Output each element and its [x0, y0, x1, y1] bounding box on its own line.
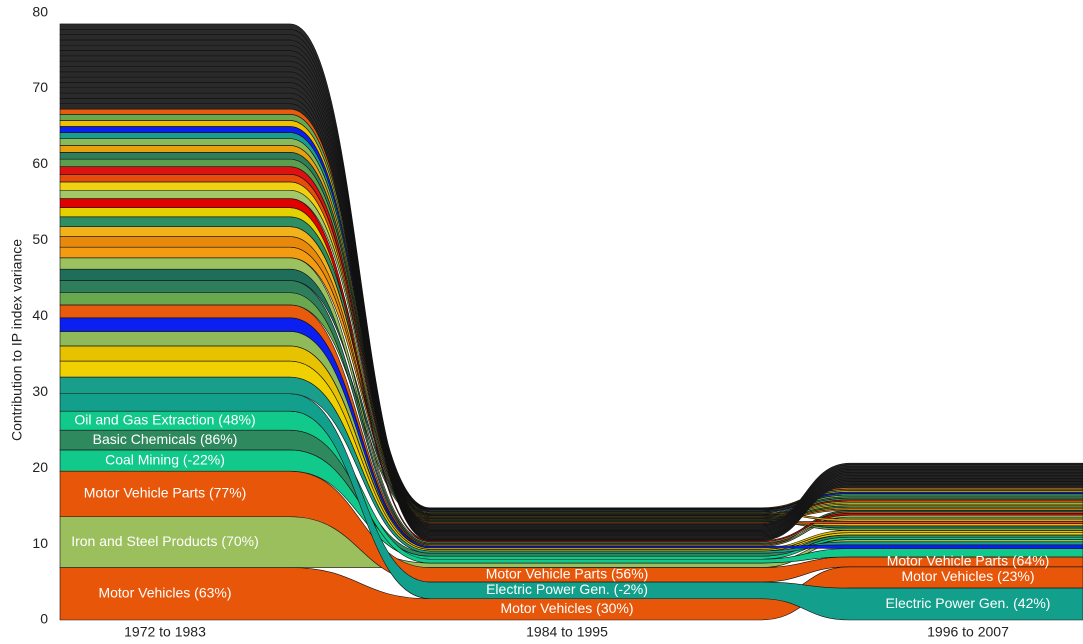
- band-label: Motor Vehicle Parts (77%): [84, 485, 247, 501]
- band-label: Motor Vehicle Parts (56%): [486, 566, 649, 582]
- flow-band: [59, 304, 1083, 546]
- flow-band: [59, 393, 1083, 621]
- flow-band: [59, 23, 1083, 526]
- band-label: Coal Mining (-22%): [105, 451, 225, 467]
- band-label: Motor Vehicle Parts (64%): [887, 553, 1050, 569]
- y-tick-label: 80: [32, 3, 48, 19]
- band-label: Electric Power Gen. (42%): [886, 595, 1051, 611]
- flow-band: [59, 174, 1083, 524]
- flow-band: [59, 345, 1083, 550]
- band-label: Oil and Gas Extraction (48%): [74, 411, 255, 427]
- flow-band: [59, 280, 1083, 545]
- band-label: Motor Vehicles (63%): [98, 585, 231, 601]
- flow-band: [59, 198, 1083, 543]
- band-label: Motor Vehicles (30%): [500, 600, 633, 616]
- x-tick-label: 1984 to 1995: [526, 624, 608, 640]
- flow-band: [59, 257, 1083, 544]
- band-label: Iron and Steel Products (70%): [71, 533, 259, 549]
- flow-band: [59, 470, 1083, 583]
- band-label: Electric Power Gen. (-2%): [486, 581, 648, 597]
- x-tick-label: 1972 to 1983: [124, 624, 206, 640]
- band-label: Basic Chemicals (86%): [93, 431, 238, 447]
- y-tick-label: 30: [32, 383, 48, 399]
- y-tick-label: 60: [32, 155, 48, 171]
- y-tick-label: 20: [32, 459, 48, 475]
- flow-band: [59, 566, 1083, 621]
- y-tick-label: 50: [32, 231, 48, 247]
- y-tick-label: 70: [32, 79, 48, 95]
- y-axis-label: Contribution to IP index variance: [9, 239, 25, 441]
- y-tick-label: 0: [40, 611, 48, 627]
- x-tick-label: 1996 to 2007: [927, 624, 1009, 640]
- band-label: Motor Vehicles (23%): [901, 568, 1034, 584]
- y-tick-label: 40: [32, 307, 48, 323]
- y-tick-label: 10: [32, 535, 48, 551]
